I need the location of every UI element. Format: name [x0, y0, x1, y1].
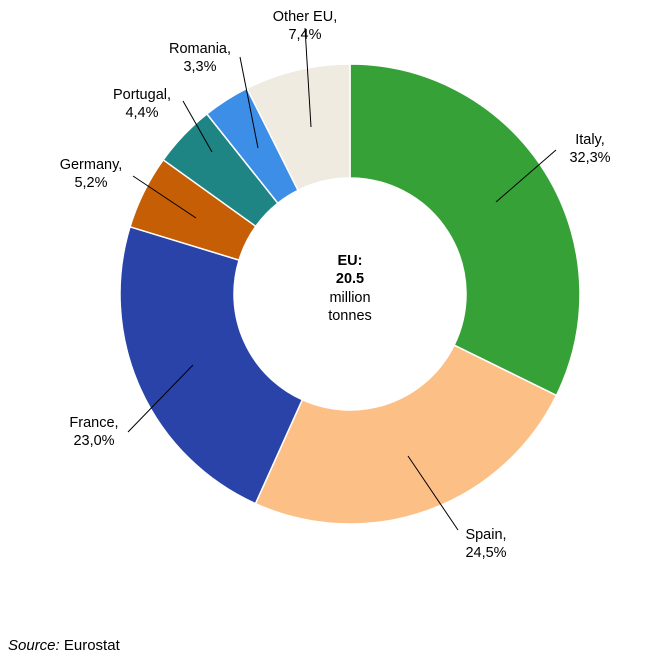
slice-label-france: France,: [69, 415, 118, 431]
leader-line-spain: [407, 455, 459, 531]
leader-line-france: [127, 364, 194, 433]
leader-line-germany: [132, 175, 197, 219]
slice-label-portugal: Portugal,: [113, 87, 171, 103]
slices-group: [119, 63, 581, 525]
slice-value-france: 23,0%: [73, 433, 114, 449]
slice-value-romania: 3,3%: [183, 59, 216, 75]
slice-label-italy: Italy,: [575, 132, 605, 148]
center-label-line2: 20.5: [336, 271, 364, 287]
leader-line-portugal: [182, 100, 213, 153]
slice-value-spain: 24,5%: [465, 545, 506, 561]
leader-line-romania: [239, 56, 259, 149]
slice-label-other-eu: Other EU,: [273, 9, 337, 25]
slice-italy: [349, 63, 581, 397]
slice-france: [119, 225, 304, 505]
source-text: Eurostat: [59, 637, 120, 654]
slice-value-germany: 5,2%: [74, 175, 107, 191]
slice-value-other-eu: 7,4%: [288, 27, 321, 43]
center-label: EU: 20.5 million tonnes: [328, 253, 372, 324]
leader-lines-group: [127, 27, 557, 531]
leader-line-italy: [495, 149, 557, 203]
source-note: Source: Eurostat: [8, 637, 120, 654]
slice-label-romania: Romania,: [169, 41, 231, 57]
center-label-line3: million: [329, 290, 370, 306]
slice-value-italy: 32,3%: [569, 150, 610, 166]
center-label-line1: EU:: [338, 253, 363, 269]
slice-label-spain: Spain,: [465, 527, 506, 543]
slice-value-portugal: 4,4%: [125, 105, 158, 121]
slice-other-eu: [245, 63, 351, 192]
labels-group: Italy, 32,3% Spain, 24,5% France, 23,0% German…: [60, 9, 611, 561]
slice-label-germany: Germany,: [60, 157, 123, 173]
center-label-line4: tonnes: [328, 308, 372, 324]
leader-line-other-eu: [304, 27, 312, 128]
slice-spain: [254, 344, 558, 525]
source-label: Source:: [8, 637, 60, 654]
